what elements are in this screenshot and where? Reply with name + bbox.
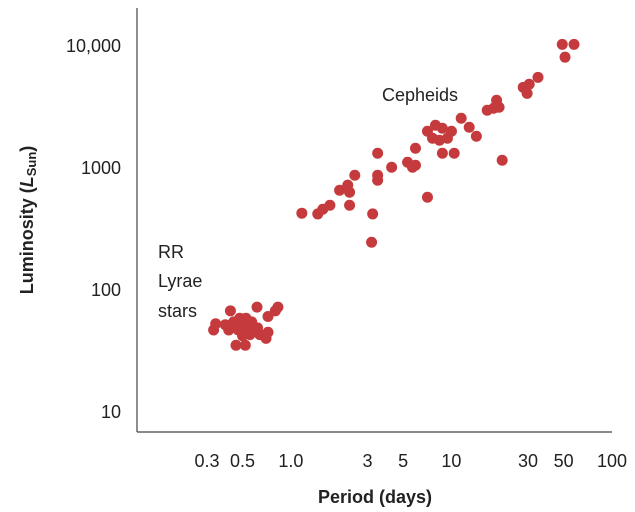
point	[372, 147, 384, 159]
point	[493, 101, 505, 113]
annotation: Lyrae	[158, 271, 202, 291]
point	[230, 339, 242, 351]
point	[324, 199, 336, 211]
y-label-symbol: L	[17, 176, 37, 187]
y-axis-label: Luminosity (LSun)	[17, 146, 40, 295]
x-tick-label: 100	[597, 451, 627, 471]
point	[239, 339, 251, 351]
point	[556, 38, 568, 50]
point	[344, 186, 356, 198]
point	[219, 319, 231, 331]
point	[409, 142, 421, 154]
y-label-close: )	[17, 146, 37, 152]
x-tick-label: 3	[362, 451, 372, 471]
point	[521, 87, 533, 99]
point	[559, 51, 571, 63]
point	[496, 154, 508, 166]
point	[251, 301, 263, 313]
x-tick-label: 50	[554, 451, 574, 471]
point	[436, 122, 448, 134]
point	[224, 305, 236, 317]
point	[262, 326, 274, 338]
annotation: Cepheids	[382, 85, 458, 105]
point	[344, 199, 356, 211]
point	[409, 159, 421, 171]
point	[532, 71, 544, 83]
point	[272, 301, 284, 313]
x-tick-label: 30	[518, 451, 538, 471]
point	[455, 112, 467, 124]
point	[463, 121, 475, 133]
x-axis-label: Period (days)	[318, 487, 432, 507]
x-tick-label: 1.0	[278, 451, 303, 471]
point	[349, 169, 361, 181]
point	[386, 161, 398, 173]
point	[448, 147, 460, 159]
annotation: RR	[158, 242, 184, 262]
x-tick-label: 0.3	[194, 451, 219, 471]
point	[334, 184, 346, 196]
y-label-text: Luminosity (	[17, 187, 37, 294]
point	[372, 169, 384, 181]
point	[237, 322, 249, 334]
x-tick-label: 10	[441, 451, 461, 471]
annotation: stars	[158, 301, 197, 321]
point	[568, 38, 580, 50]
x-tick-label: 5	[398, 451, 408, 471]
y-tick-label: 1000	[81, 158, 121, 178]
point	[366, 236, 378, 248]
y-label-subscript: Sun	[24, 152, 39, 177]
point	[470, 130, 482, 142]
y-tick-label: 10,000	[66, 36, 121, 56]
point	[367, 208, 379, 220]
point	[210, 318, 222, 330]
point	[421, 191, 433, 203]
y-tick-label: 100	[91, 280, 121, 300]
point	[445, 125, 457, 137]
point	[296, 207, 308, 219]
point	[436, 147, 448, 159]
point	[523, 78, 535, 90]
x-tick-label: 0.5	[230, 451, 255, 471]
y-tick-label: 10	[101, 402, 121, 422]
